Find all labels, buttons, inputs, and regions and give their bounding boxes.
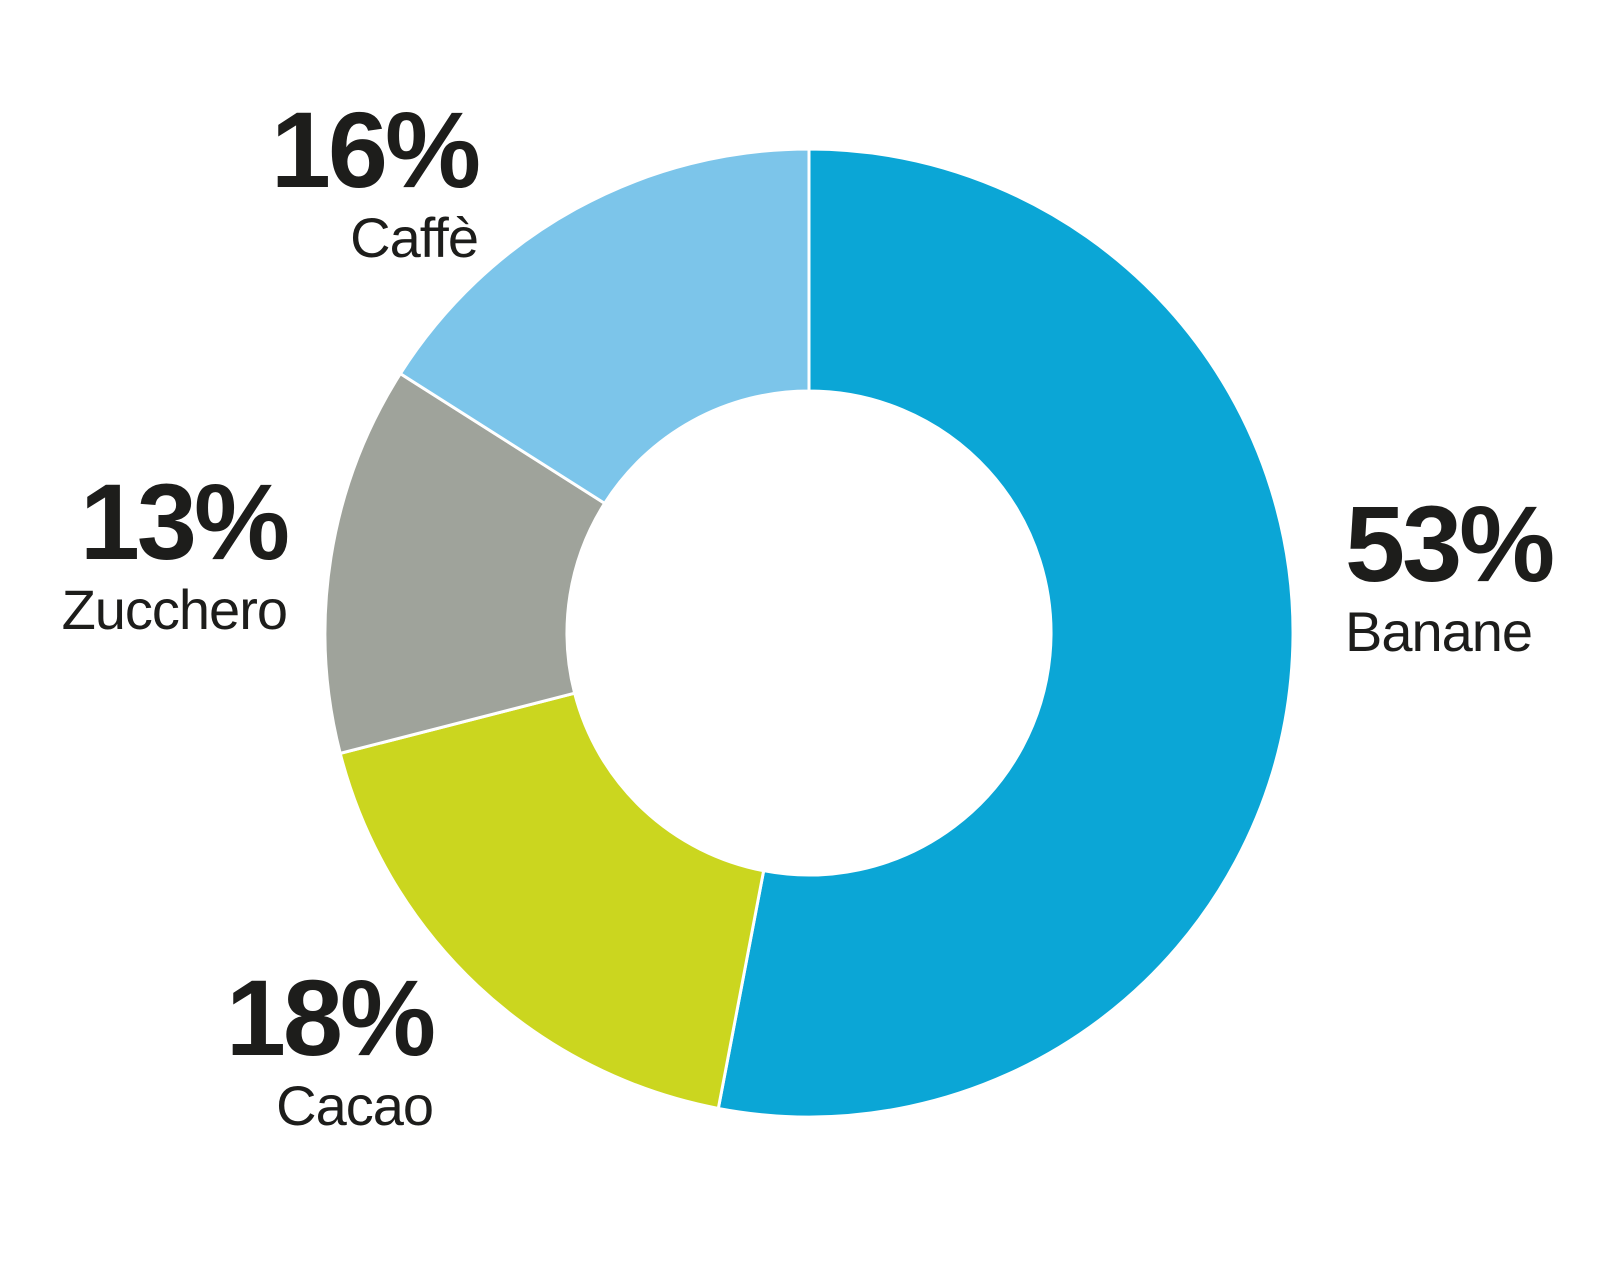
slice-percent-banane: 53% (1345, 483, 1555, 604)
donut-slice-cacao (338, 691, 766, 1110)
slice-callout-zucchero: 13% Zucchero (61, 461, 290, 641)
slice-callout-caffe: 16% Caffè (270, 89, 481, 269)
slice-callout-banane: 53% Banane (1345, 483, 1555, 663)
slice-name-caffe: Caffè (350, 205, 479, 269)
slice-percent-zucchero: 13% (79, 461, 290, 582)
donut-slice-caffe (398, 147, 811, 505)
donut-slice-banane (716, 147, 1295, 1119)
slice-percent-caffe: 16% (270, 89, 481, 210)
slice-callout-cacao: 18% Cacao (225, 957, 436, 1137)
slice-name-cacao: Cacao (276, 1073, 434, 1137)
slice-name-banane: Banane (1345, 599, 1533, 663)
slice-percent-cacao: 18% (225, 957, 436, 1078)
slice-name-zucchero: Zucchero (61, 577, 288, 641)
donut-slice-zucchero (323, 372, 607, 755)
